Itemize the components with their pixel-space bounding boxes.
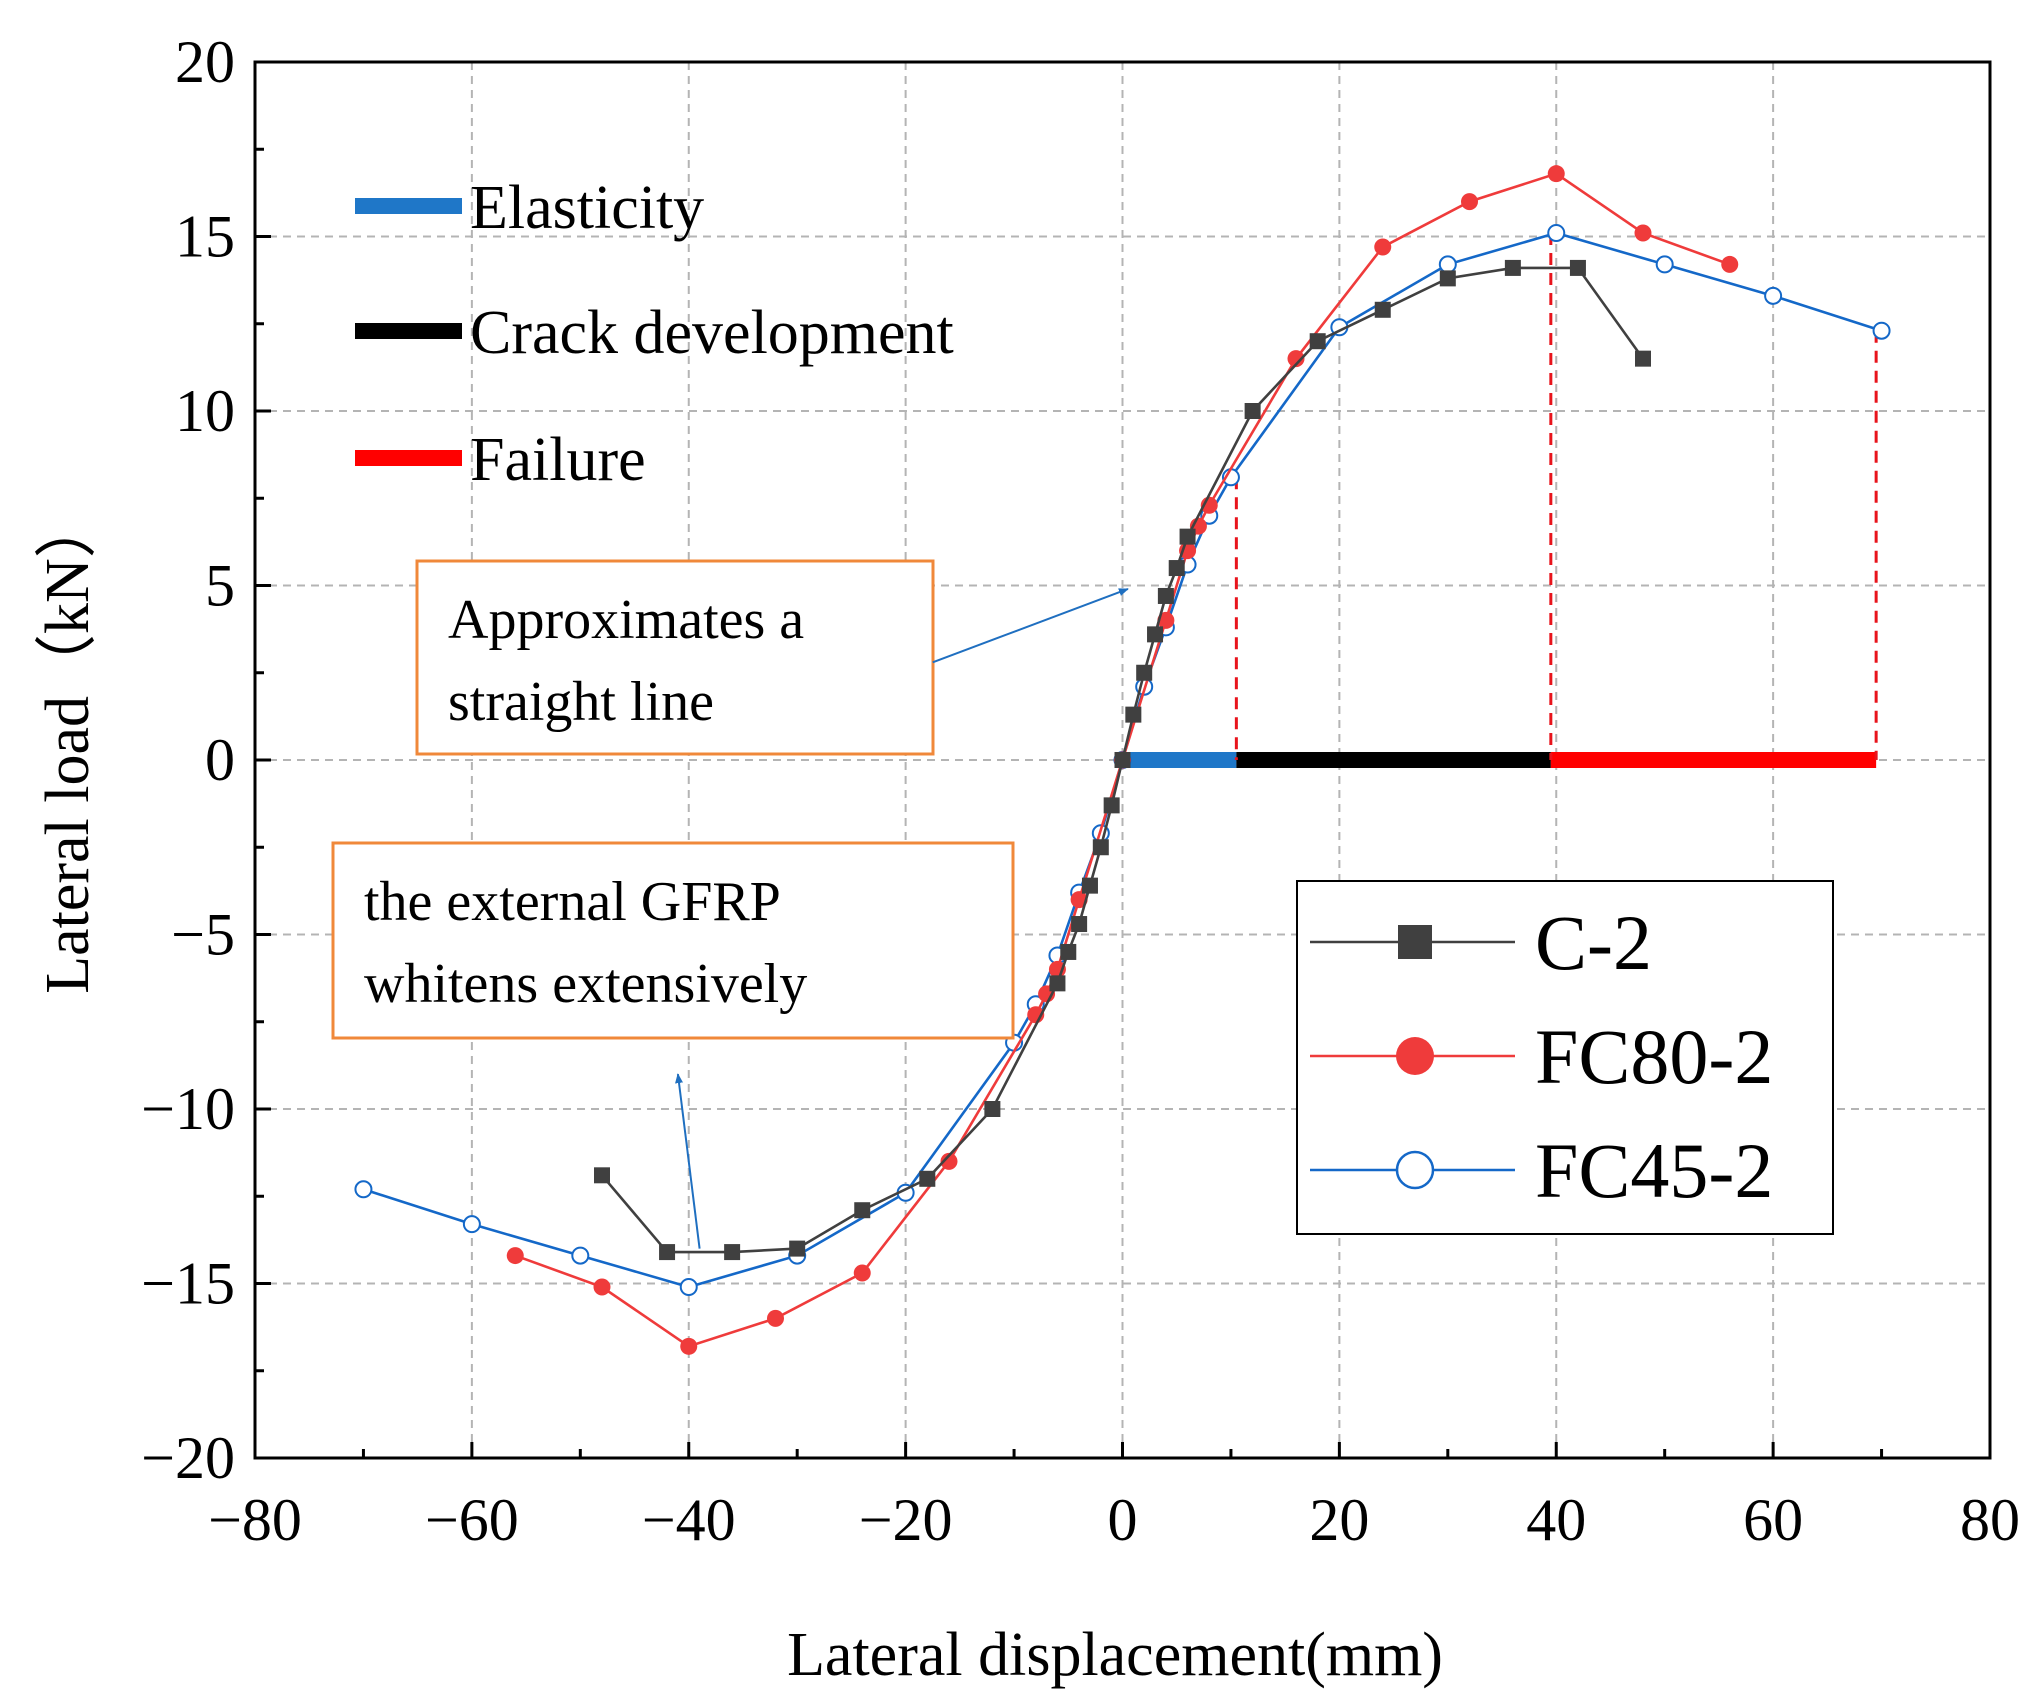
series-point bbox=[1092, 839, 1109, 856]
x-tick-label: −20 bbox=[859, 1487, 953, 1553]
series-point bbox=[1060, 943, 1077, 960]
series-point bbox=[724, 1244, 741, 1261]
series-point bbox=[1872, 321, 1891, 340]
series-point bbox=[354, 1180, 373, 1199]
series-point bbox=[1157, 587, 1174, 604]
series-point bbox=[1504, 259, 1521, 276]
x-tick-label: 0 bbox=[1108, 1487, 1138, 1553]
series-point bbox=[1374, 238, 1392, 256]
x-tick-label: 40 bbox=[1526, 1487, 1586, 1553]
series-point bbox=[1635, 350, 1651, 367]
annotation-arrow bbox=[932, 588, 1129, 664]
x-tick-label: −40 bbox=[642, 1487, 736, 1553]
series-point bbox=[1547, 224, 1566, 243]
series-point bbox=[1655, 255, 1674, 274]
x-tick-label: −60 bbox=[425, 1487, 519, 1553]
legend-box bbox=[1296, 880, 1834, 1235]
legend-label: FC80-2 bbox=[1535, 1013, 1773, 1100]
x-tick-label: 20 bbox=[1309, 1487, 1369, 1553]
y-tick-label: −10 bbox=[141, 1076, 235, 1142]
y-axis-label: Lateral load（kN） bbox=[34, 496, 102, 994]
series-point bbox=[659, 1244, 676, 1261]
series-point bbox=[919, 1170, 936, 1187]
series-point bbox=[1287, 350, 1305, 368]
series-point bbox=[1071, 916, 1088, 933]
series-point bbox=[1168, 560, 1185, 577]
series-point bbox=[940, 1152, 958, 1170]
series-point bbox=[571, 1246, 590, 1265]
series-point bbox=[462, 1215, 481, 1234]
stage-legend-label: Crack development bbox=[470, 299, 954, 367]
series-point bbox=[853, 1264, 871, 1282]
series-point bbox=[1103, 797, 1120, 814]
series-point bbox=[767, 1309, 784, 1327]
series-point bbox=[1569, 259, 1586, 276]
series-point bbox=[1721, 255, 1739, 273]
series-point bbox=[1374, 301, 1391, 318]
x-tick-label: 80 bbox=[1960, 1487, 2020, 1553]
y-tick-label: 10 bbox=[175, 378, 235, 444]
series-point bbox=[1125, 706, 1142, 723]
y-tick-label: −15 bbox=[141, 1251, 235, 1317]
annotation-text: whitens extensively bbox=[364, 953, 807, 1015]
series-point bbox=[984, 1101, 1001, 1117]
series-point bbox=[593, 1278, 611, 1296]
series-point bbox=[679, 1277, 698, 1296]
series-layer bbox=[354, 165, 1891, 1355]
y-tick-label: 15 bbox=[175, 204, 235, 270]
annotations: Approximates a straight line the external … bbox=[331, 559, 1129, 1249]
y-tick-label: 5 bbox=[205, 553, 235, 619]
x-tick-label: −80 bbox=[208, 1487, 302, 1553]
y-tick-label: −20 bbox=[141, 1425, 235, 1491]
series-point bbox=[1764, 286, 1783, 305]
series-point bbox=[1049, 975, 1066, 992]
legend-marker bbox=[1396, 1037, 1434, 1075]
series-point bbox=[1461, 193, 1478, 211]
series-point bbox=[1136, 664, 1153, 681]
x-tick-label: 60 bbox=[1743, 1487, 1803, 1553]
series-point bbox=[1147, 626, 1164, 643]
annotation-text: the external GFRP bbox=[364, 871, 781, 933]
legend: C-2 FC80-2 FC45-2 bbox=[1296, 880, 1834, 1235]
series-point bbox=[1309, 333, 1326, 350]
series-point bbox=[789, 1240, 806, 1257]
x-axis-label: Lateral displacement(mm) bbox=[787, 1621, 1443, 1689]
series-point bbox=[1070, 891, 1088, 909]
series-point bbox=[1438, 255, 1457, 274]
series-point bbox=[506, 1247, 524, 1265]
series-group bbox=[594, 259, 1651, 1261]
stage-bar bbox=[1122, 233, 1878, 768]
stage-legend: Elasticity Crack development Failure bbox=[355, 174, 954, 494]
series-point bbox=[1439, 270, 1456, 287]
y-tick-label: 0 bbox=[205, 727, 235, 793]
series-point bbox=[1634, 224, 1652, 242]
annotation-box bbox=[415, 559, 935, 756]
series-point bbox=[680, 1337, 698, 1355]
series-point bbox=[854, 1202, 871, 1219]
annotation-box bbox=[331, 841, 1015, 1040]
series-point bbox=[1179, 528, 1196, 545]
axis-ticks: −80 −60 −40 −20 0 20 40 60 80 −20 −15 −10 −5 0 5 10 15 20 bbox=[141, 29, 2020, 1553]
annotation-arrow bbox=[675, 1073, 701, 1249]
annotation-text: Approximates a bbox=[448, 589, 804, 651]
series-point bbox=[1547, 165, 1565, 183]
series-point bbox=[594, 1167, 610, 1184]
y-tick-label: −5 bbox=[171, 902, 235, 968]
stage-legend-label: Elasticity bbox=[470, 174, 704, 242]
series-point bbox=[1114, 752, 1131, 768]
legend-marker bbox=[1395, 1150, 1435, 1190]
stage-legend-label: Failure bbox=[470, 426, 646, 494]
series-point bbox=[1081, 877, 1098, 894]
legend-label: FC45-2 bbox=[1535, 1127, 1773, 1214]
y-tick-label: 20 bbox=[175, 29, 235, 95]
legend-label: C-2 bbox=[1535, 899, 1652, 986]
legend-marker bbox=[1398, 925, 1432, 959]
series-point bbox=[1157, 611, 1175, 629]
series-point bbox=[1244, 403, 1261, 419]
annotation-text: straight line bbox=[448, 671, 714, 733]
